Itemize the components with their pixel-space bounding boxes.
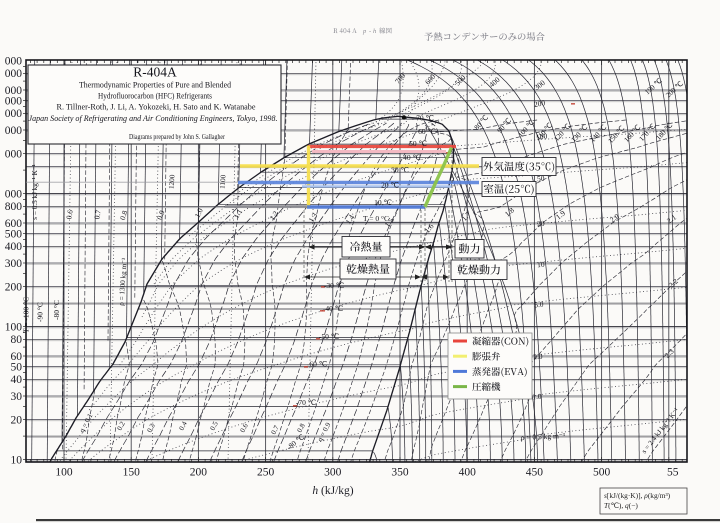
svg-text:1.3: 1.3 bbox=[307, 211, 320, 224]
svg-text:0.8: 0.8 bbox=[118, 209, 130, 221]
svg-text:250: 250 bbox=[257, 467, 275, 479]
svg-text:400: 400 bbox=[5, 241, 23, 253]
svg-text:p: p bbox=[362, 28, 367, 35]
svg-text:60: 60 bbox=[11, 351, 23, 363]
svg-text:1.2: 1.2 bbox=[268, 209, 281, 222]
svg-text:s[kJ/(kg·K)], ρ(kg/m³): s[kJ/(kg·K)], ρ(kg/m³) bbox=[604, 491, 671, 500]
svg-text:50 ℃: 50 ℃ bbox=[409, 139, 427, 148]
svg-text:0.6: 0.6 bbox=[64, 209, 75, 220]
svg-text:0.5: 0.5 bbox=[209, 420, 220, 432]
svg-text:70 ℃: 70 ℃ bbox=[416, 114, 434, 123]
svg-text:200: 200 bbox=[190, 467, 208, 479]
svg-text:350: 350 bbox=[391, 467, 409, 479]
svg-text:2.0: 2.0 bbox=[533, 352, 543, 361]
svg-text:0.2: 0.2 bbox=[116, 420, 127, 432]
svg-text:20 ℃: 20 ℃ bbox=[381, 181, 399, 190]
svg-text:1200: 1200 bbox=[168, 174, 177, 189]
svg-text:-60 ℃: -60 ℃ bbox=[307, 360, 328, 369]
svg-text:s = 0.5 kJ kg⁻¹ K⁻¹: s = 0.5 kJ kg⁻¹ K⁻¹ bbox=[31, 164, 39, 220]
svg-text:000: 000 bbox=[5, 125, 23, 137]
svg-text:400: 400 bbox=[459, 467, 477, 479]
svg-text:h (kJ/kg): h (kJ/kg) bbox=[312, 485, 353, 497]
svg-text:1.0: 1.0 bbox=[532, 392, 542, 401]
svg-text:30: 30 bbox=[11, 391, 23, 403]
svg-text:-90 °C: -90 °C bbox=[36, 302, 45, 322]
svg-text:R-404A: R-404A bbox=[133, 65, 177, 80]
svg-text:50: 50 bbox=[537, 174, 546, 184]
svg-text:60 ℃: 60 ℃ bbox=[418, 127, 436, 136]
svg-text:100: 100 bbox=[55, 467, 73, 479]
svg-text:T = 0 °C: T = 0 °C bbox=[363, 214, 389, 223]
svg-text:0.9: 0.9 bbox=[155, 209, 167, 221]
svg-text:Japan Society of Refrigerating: Japan Society of Refrigerating and Air C… bbox=[29, 113, 278, 123]
svg-text:1100: 1100 bbox=[219, 174, 228, 189]
svg-text:ρ = 1300 kg m⁻³: ρ = 1300 kg m⁻³ bbox=[117, 257, 128, 306]
svg-text:600: 600 bbox=[5, 218, 23, 230]
svg-text:0.4: 0.4 bbox=[178, 420, 189, 432]
svg-text:450: 450 bbox=[526, 467, 544, 479]
svg-text:300: 300 bbox=[5, 258, 23, 270]
svg-text:10 ℃: 10 ℃ bbox=[374, 198, 392, 207]
svg-text:10: 10 bbox=[537, 260, 545, 270]
svg-text:000: 000 bbox=[5, 85, 23, 97]
svg-text:000: 000 bbox=[5, 68, 23, 80]
svg-text:200: 200 bbox=[5, 281, 23, 293]
svg-text:Hydrofluorocarbon (HFC) Refrig: Hydrofluorocarbon (HFC) Refrigerants bbox=[98, 91, 213, 101]
svg-text:800: 800 bbox=[5, 201, 23, 213]
svg-text:-40 ℃: -40 ℃ bbox=[323, 304, 344, 313]
svg-text:1.1: 1.1 bbox=[232, 207, 245, 220]
svg-text:100: 100 bbox=[5, 321, 23, 333]
svg-text:ρ = 0.5 kg m⁻³: ρ = 0.5 kg m⁻³ bbox=[520, 431, 566, 442]
svg-text:-70 ℃: -70 ℃ bbox=[296, 398, 317, 407]
svg-text:Thermodynamic Properties of Pu: Thermodynamic Properties of Pure and Ble… bbox=[79, 80, 232, 90]
svg-text:000: 000 bbox=[5, 108, 23, 120]
svg-text:150: 150 bbox=[123, 467, 141, 479]
svg-text:0.3: 0.3 bbox=[146, 422, 157, 434]
svg-text:40: 40 bbox=[11, 374, 23, 386]
svg-text:80: 80 bbox=[11, 334, 23, 346]
svg-text:0.6: 0.6 bbox=[239, 422, 250, 434]
svg-text:500: 500 bbox=[5, 228, 23, 240]
svg-text:000: 000 bbox=[5, 95, 23, 107]
svg-text:Diagrams prepared by John S. G: Diagrams prepared by John S. Gallagher bbox=[129, 132, 225, 141]
svg-text:20: 20 bbox=[11, 414, 23, 426]
svg-text:1.0: 1.0 bbox=[193, 206, 205, 219]
svg-text:000: 000 bbox=[5, 188, 23, 200]
svg-text:000: 000 bbox=[5, 148, 23, 160]
svg-text:-50 ℃: -50 ℃ bbox=[319, 332, 340, 341]
svg-text:5.0: 5.0 bbox=[534, 300, 544, 310]
svg-text:100: 100 bbox=[535, 131, 548, 142]
svg-text:R. Tillner-Roth, J. Li, A. Yok: R. Tillner-Roth, J. Li, A. Yokozeki, H. … bbox=[57, 102, 256, 112]
svg-text:20: 20 bbox=[537, 219, 546, 229]
svg-text:500: 500 bbox=[593, 467, 611, 479]
svg-text:0.8: 0.8 bbox=[296, 422, 307, 434]
svg-text:h: h bbox=[373, 28, 376, 35]
svg-text:30 ℃: 30 ℃ bbox=[391, 166, 409, 175]
svg-text:300: 300 bbox=[324, 467, 342, 479]
svg-text:T(℃), q(−): T(℃), q(−) bbox=[604, 501, 638, 510]
svg-text:T = -100 °C: T = -100 °C bbox=[22, 297, 31, 333]
svg-text:-: - bbox=[369, 28, 371, 35]
svg-text:0.7: 0.7 bbox=[270, 424, 281, 436]
svg-text:-80 °C: -80 °C bbox=[52, 300, 61, 320]
svg-text:55: 55 bbox=[667, 467, 679, 479]
svg-text:0.7: 0.7 bbox=[92, 209, 103, 220]
svg-text:-30 ℃: -30 ℃ bbox=[324, 281, 345, 290]
svg-text:200: 200 bbox=[533, 98, 546, 109]
svg-text:10: 10 bbox=[11, 454, 23, 466]
svg-text:40 ℃: 40 ℃ bbox=[403, 153, 421, 162]
svg-text:000: 000 bbox=[5, 55, 23, 67]
svg-text:50: 50 bbox=[11, 361, 23, 373]
